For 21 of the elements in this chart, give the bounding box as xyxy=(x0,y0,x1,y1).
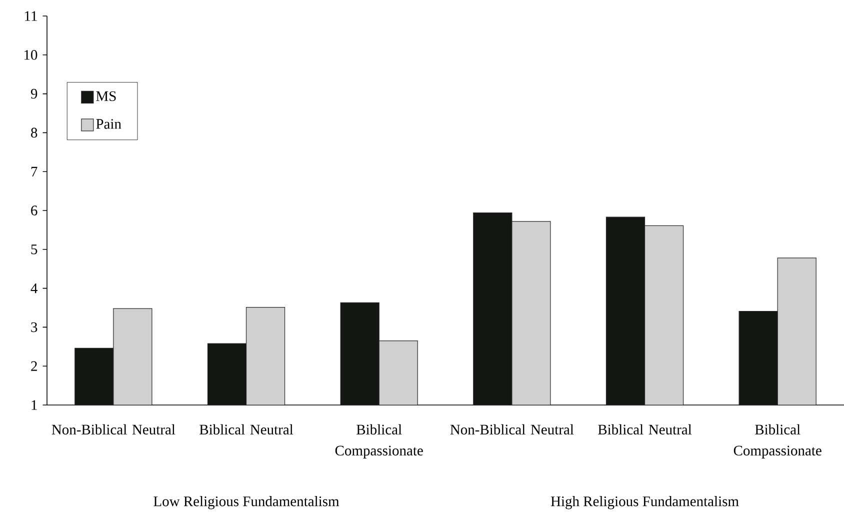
x-tick-label: Non-Biblical Neutral xyxy=(52,424,176,434)
y-tick-label: 4 xyxy=(30,284,38,294)
y-tick-label: 8 xyxy=(31,128,38,138)
x-tick-label: Biblical Neutral xyxy=(200,424,294,434)
y-tick-label: 1 xyxy=(32,400,37,410)
y-tick-label: 10 xyxy=(24,50,38,60)
y-tick-label: 6 xyxy=(31,206,38,216)
legend-label: MS xyxy=(96,91,116,102)
y-tick-label: 5 xyxy=(31,244,38,254)
y-tick-label: 11 xyxy=(25,11,37,21)
x-tick-label: Biblical Compassionate xyxy=(734,424,822,458)
legend-label: Pain xyxy=(96,119,122,129)
y-tick-label: 9 xyxy=(30,88,38,99)
x-tick-label: Non-Biblical Neutral xyxy=(450,424,574,434)
x-tick-label: Biblical Neutral xyxy=(598,424,692,434)
y-tick-label: 2 xyxy=(31,361,37,371)
y-tick-label: 7 xyxy=(31,166,38,176)
x-tick-label: Biblical Compassionate xyxy=(335,424,423,458)
text: High Religious Fundamentalism xyxy=(550,496,739,510)
text: Low Religious Fundamentalism xyxy=(154,496,340,510)
y-tick-label: 3 xyxy=(31,322,38,332)
